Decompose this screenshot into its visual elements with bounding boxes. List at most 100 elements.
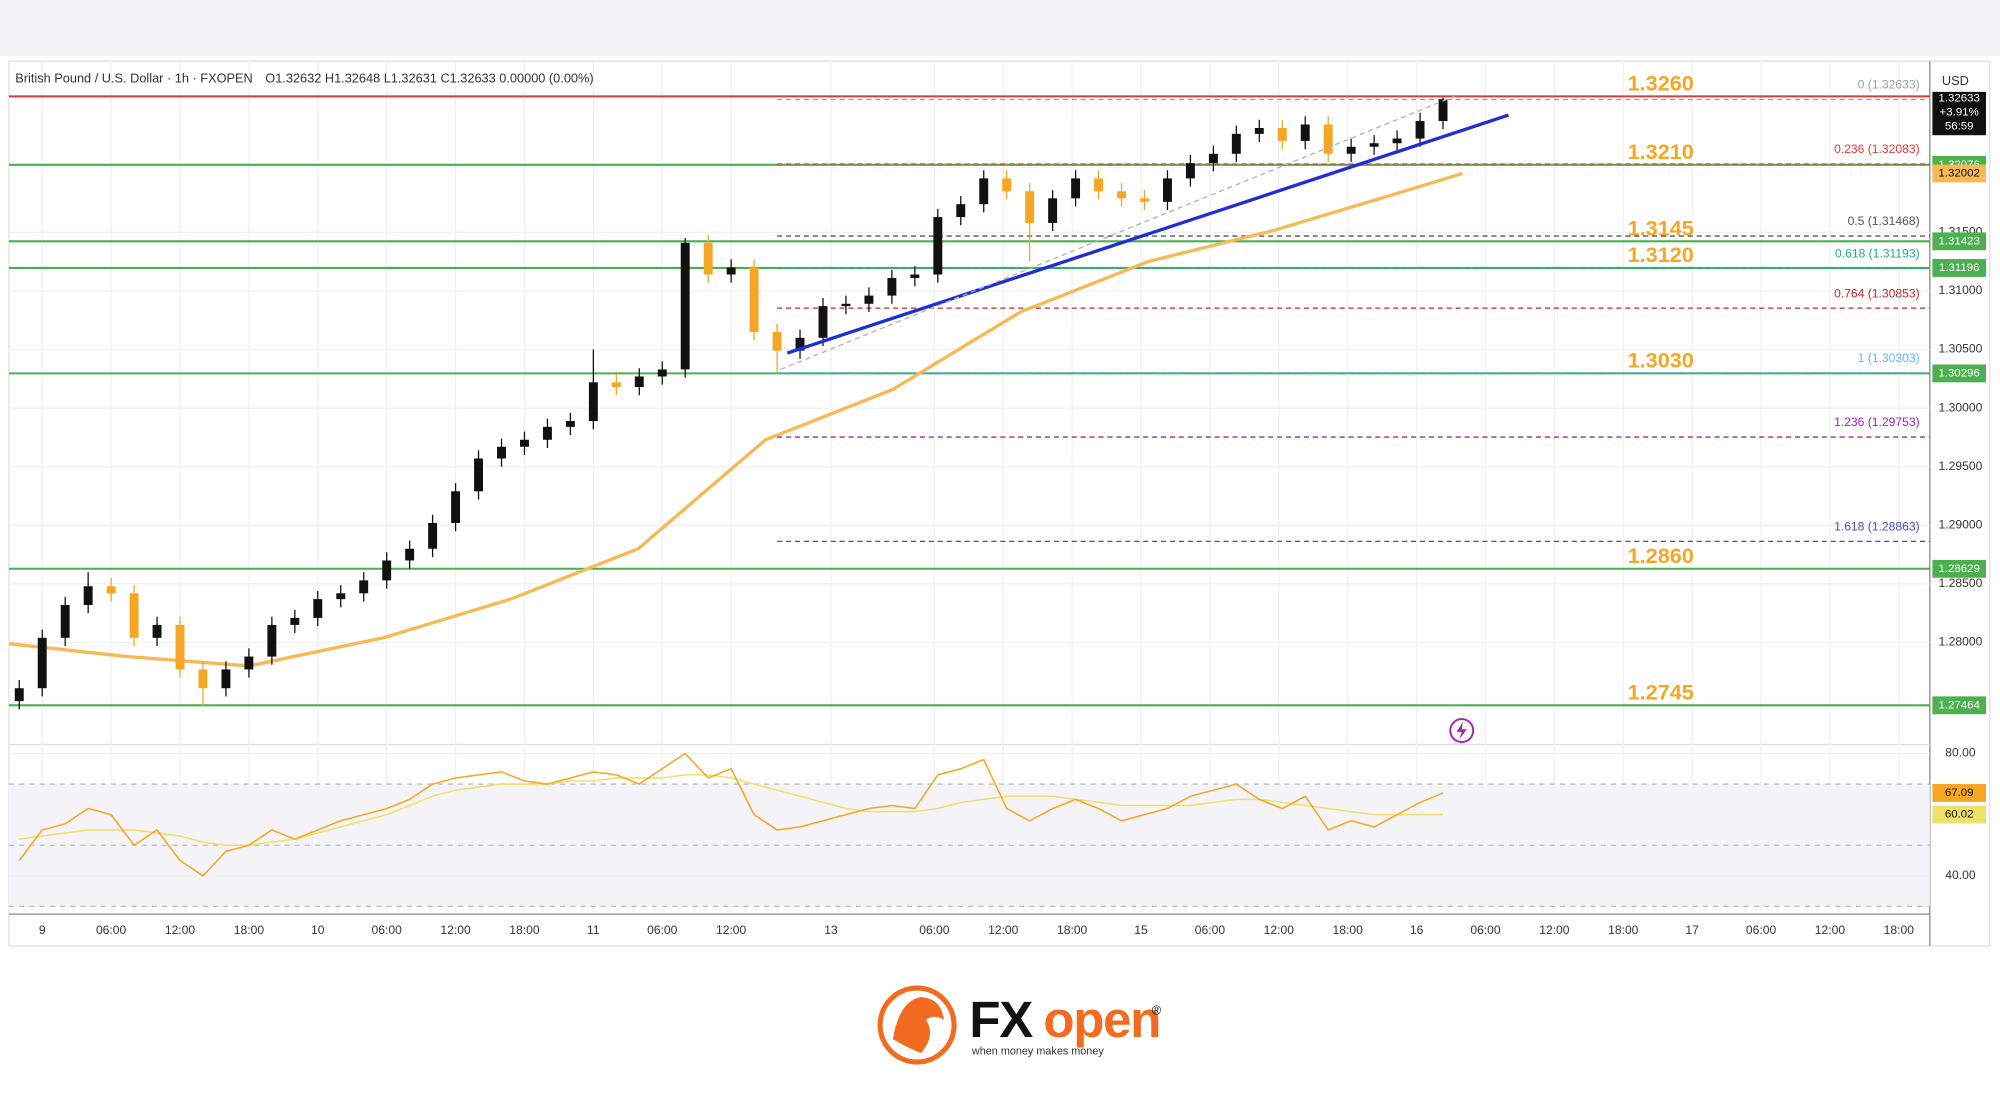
x-tick-label: 06:00 bbox=[96, 923, 127, 937]
x-tick-label: 17 bbox=[1685, 923, 1699, 937]
x-tick-label: 18:00 bbox=[234, 923, 265, 937]
candle-body bbox=[887, 278, 897, 296]
alert-icon bbox=[1449, 718, 1475, 743]
top-band bbox=[0, 0, 2000, 57]
candle-body bbox=[198, 669, 208, 689]
candle-body bbox=[152, 624, 162, 638]
level-annotation: 1.3145 bbox=[1628, 216, 1694, 241]
y-tick-label: 1.31000 bbox=[1939, 283, 1983, 297]
x-tick-label: 06:00 bbox=[372, 923, 403, 937]
candle-body bbox=[1002, 178, 1012, 192]
candle-body bbox=[1346, 146, 1356, 154]
logo-tagline: when money makes money bbox=[971, 1046, 1104, 1058]
candle-body bbox=[175, 624, 185, 670]
x-tick-label: 10 bbox=[311, 923, 325, 937]
logo-open: open bbox=[1043, 991, 1160, 1048]
candle-body bbox=[979, 178, 989, 205]
rsi-value-badge-bg bbox=[1932, 784, 1986, 802]
y-tick-label: 1.30500 bbox=[1939, 342, 1983, 356]
x-tick-label: 12:00 bbox=[165, 923, 196, 937]
fib-label: 1.236 (1.29753) bbox=[1834, 415, 1920, 429]
level-price-badge: 1.27464 bbox=[1938, 699, 1980, 711]
candle-body bbox=[1369, 143, 1379, 147]
symbol-title: British Pound / U.S. Dollar · 1h · FXOPE… bbox=[15, 70, 252, 85]
currency-label: USD bbox=[1942, 73, 1969, 88]
fib-label: 0 (1.32633) bbox=[1858, 78, 1920, 92]
logo-fx: FX bbox=[969, 991, 1033, 1048]
x-tick-label: 12:00 bbox=[1815, 923, 1846, 937]
level-annotation: 1.3260 bbox=[1628, 71, 1694, 96]
candle-body bbox=[405, 548, 415, 561]
rsi-ma-badge-bg bbox=[1932, 805, 1986, 824]
x-tick-label: 06:00 bbox=[1746, 923, 1777, 937]
candle-body bbox=[933, 217, 943, 275]
candle-body bbox=[520, 439, 529, 447]
x-tick-label: 13 bbox=[824, 923, 838, 937]
level-annotation: 1.3030 bbox=[1628, 348, 1694, 373]
logo-tiger bbox=[892, 997, 944, 1054]
level-price-badge-bg bbox=[1932, 259, 1986, 277]
bar-countdown: 56:59 bbox=[1945, 120, 1974, 132]
x-tick-label: 12:00 bbox=[716, 923, 747, 937]
level-price-badge: 1.31423 bbox=[1938, 235, 1979, 247]
candle-body bbox=[313, 599, 323, 618]
y-tick-label: 1.30000 bbox=[1939, 400, 1983, 414]
x-tick-label: 18:00 bbox=[1884, 923, 1915, 937]
x-tick-label: 18:00 bbox=[509, 923, 540, 937]
x-tick-label: 15 bbox=[1134, 923, 1148, 937]
candle-body bbox=[749, 267, 759, 332]
candle-body bbox=[359, 580, 369, 594]
ma-price-badge-bg bbox=[1932, 164, 1986, 183]
level-annotation: 1.2745 bbox=[1628, 680, 1694, 705]
candle-body bbox=[542, 426, 552, 440]
level-annotation: 1.3120 bbox=[1628, 242, 1694, 267]
x-tick-label: 06:00 bbox=[1195, 923, 1226, 937]
fib-label: 1.618 (1.28863) bbox=[1834, 520, 1920, 534]
candle-body bbox=[1162, 178, 1172, 202]
level-annotation: 1.3210 bbox=[1628, 139, 1694, 164]
fib-label: 0.618 (1.31193) bbox=[1835, 246, 1920, 260]
candle-body bbox=[1438, 99, 1448, 121]
candle-body bbox=[588, 382, 598, 421]
candle-body bbox=[841, 303, 851, 307]
level-price-badge: 1.31196 bbox=[1939, 262, 1980, 274]
candle-body bbox=[428, 522, 438, 549]
candle-body bbox=[703, 242, 713, 275]
candle-body bbox=[1117, 191, 1126, 199]
y-tick-label: 1.29000 bbox=[1939, 518, 1983, 532]
x-tick-label: 06:00 bbox=[647, 923, 678, 937]
candle-body bbox=[1140, 198, 1149, 202]
level-price-badge-bg bbox=[1932, 696, 1986, 715]
rsi-ma-badge: 60.02 bbox=[1945, 809, 1974, 821]
candle-body bbox=[1415, 120, 1425, 139]
candle-body bbox=[267, 624, 277, 657]
y-tick-label: 1.28000 bbox=[1939, 635, 1983, 649]
x-tick-label: 06:00 bbox=[919, 923, 950, 937]
candle-body bbox=[795, 337, 805, 351]
candle-body bbox=[726, 267, 736, 275]
rsi-tick-label: 40.00 bbox=[1945, 868, 1976, 882]
candle-body bbox=[1094, 178, 1104, 192]
trendline bbox=[786, 113, 1509, 355]
x-tick-label: 12:00 bbox=[440, 923, 471, 937]
x-tick-label: 18:00 bbox=[1608, 923, 1639, 937]
rsi-value-badge: 67.09 bbox=[1945, 787, 1974, 799]
level-price-badge: 1.28629 bbox=[1938, 563, 1979, 575]
level-price-badge: 1.30296 bbox=[1938, 367, 1979, 379]
fib-label: 1 (1.30303) bbox=[1858, 351, 1920, 365]
logo-ring bbox=[877, 985, 957, 1065]
candle-body bbox=[680, 242, 690, 370]
rsi-ma-line bbox=[19, 774, 1444, 846]
candle-body bbox=[1071, 178, 1081, 199]
candle-body bbox=[129, 593, 139, 638]
candle-body bbox=[910, 274, 920, 279]
rsi-line bbox=[18, 752, 1444, 877]
candle-body bbox=[634, 376, 644, 388]
x-tick-label: 9 bbox=[39, 923, 46, 937]
rsi-tick-label: 80.00 bbox=[1945, 746, 1976, 760]
x-tick-label: 12:00 bbox=[1539, 923, 1570, 937]
candle-body bbox=[1300, 124, 1310, 141]
candle-body bbox=[221, 669, 231, 689]
x-tick-label: 18:00 bbox=[1333, 923, 1364, 937]
logo-registered: ® bbox=[1152, 1002, 1162, 1017]
